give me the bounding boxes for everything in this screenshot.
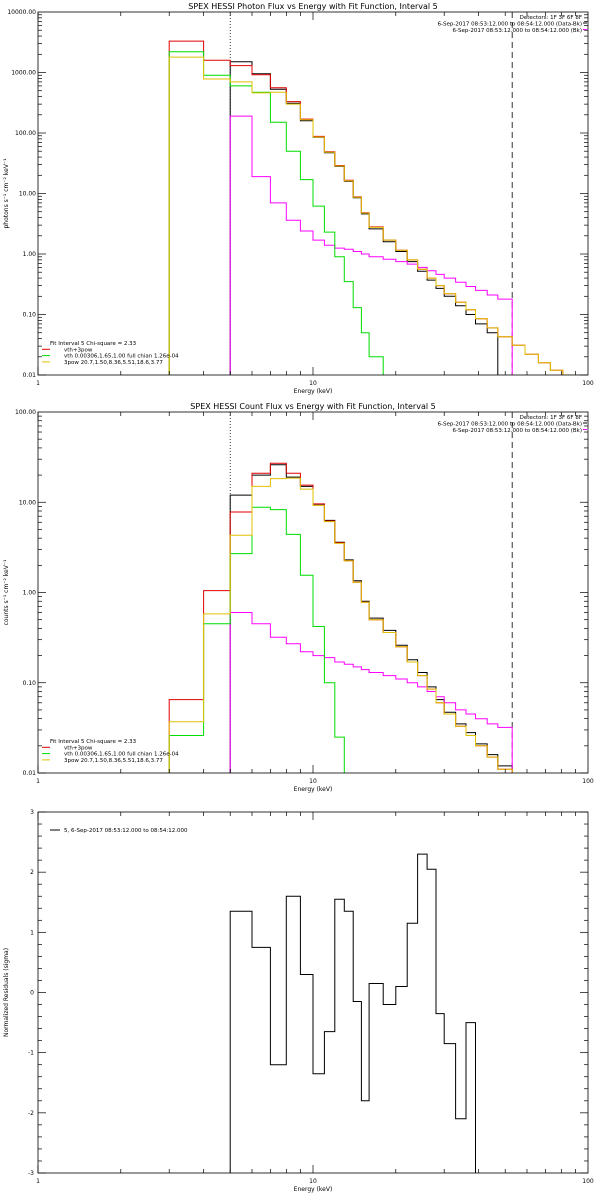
info-line: 6-Sep-2017 08:53:12.000 to 08:54:12.000 …: [438, 22, 582, 28]
y-tick-label: 1.00: [23, 251, 37, 258]
info-line: 6-Sep-2017 08:53:12.000 to 08:54:12.000 …: [453, 428, 583, 434]
y-tick-label: 0.10: [23, 680, 37, 687]
y-tick-label: 100.00: [15, 130, 36, 137]
y-tick-label: 1.00: [23, 590, 37, 597]
plot-area: [229, 853, 476, 1173]
series-total_fit: [168, 40, 564, 375]
y-tick-label: -3: [28, 1170, 34, 1177]
y-tick-label: 10.00: [19, 499, 36, 506]
y-tick-label: 3: [30, 809, 34, 816]
series-power_law: [168, 477, 513, 773]
info-line: 6-Sep-2017 08:53:12.000 to 08:54:12.000 …: [453, 28, 583, 34]
y-tick-label: 0.01: [23, 770, 37, 777]
x-tick-label: 100: [582, 380, 594, 387]
fit-legend-line: 3pow 20.7,1.50,8.36,5.51,18.6,3.77: [64, 360, 163, 366]
x-tick-label: 100: [582, 778, 594, 785]
y-tick-label: -2: [28, 1110, 34, 1117]
y-axis-label: photons s⁻¹ cm⁻² keV⁻¹: [3, 158, 10, 229]
y-tick-label: 0.01: [23, 372, 37, 379]
panel-1: SPEX HESSI Photon Flux vs Energy with Fi…: [3, 2, 594, 395]
y-tick-label: 100.00: [15, 409, 36, 416]
y-tick-label: 10000.00: [7, 9, 36, 16]
fit-legend-line: Fit Interval 5 Chi-square = 2.33: [50, 739, 137, 745]
x-tick-label: 100: [582, 1178, 594, 1185]
y-tick-label: 0: [30, 990, 34, 997]
fit-legend-line: Fit Interval 5 Chi-square = 2.33: [50, 341, 137, 347]
x-axis-label: Energy (keV): [294, 388, 333, 395]
x-tick-label: 1: [36, 380, 40, 387]
plot-area: [168, 12, 575, 375]
fit-legend-line: vth 0.00306,1.65,1.00 full chian 1.26e-0…: [64, 354, 179, 360]
x-axis-label: Energy (keV): [294, 786, 333, 793]
chart-title: SPEX HESSI Count Flux vs Energy with Fit…: [190, 402, 435, 411]
y-tick-label: 1: [30, 929, 34, 936]
y-axis-label: counts s⁻¹ cm⁻² keV⁻¹: [3, 559, 10, 625]
fit-legend-line: vth 0.00306,1.65,1.00 full chian 1.26e-0…: [64, 752, 179, 758]
x-tick-label: 10: [309, 380, 317, 387]
fit-legend-line: vth+3pow: [64, 347, 93, 353]
y-tick-label: 1000.00: [11, 70, 36, 77]
series-thermal: [168, 506, 345, 773]
panel-3: 1 10 100 Energy (keV) -3 -2 -1 0 1 2 3 Normalized R…: [3, 809, 594, 1193]
series-thermal: [168, 51, 384, 375]
x-axis-label: Energy (keV): [294, 1186, 333, 1193]
x-tick-label: 10: [309, 778, 317, 785]
x-tick-label: 1: [36, 778, 40, 785]
panel-2: SPEX HESSI Count Flux vs Energy with Fit…: [3, 402, 594, 793]
chart-title: SPEX HESSI Photon Flux vs Energy with Fi…: [188, 2, 438, 11]
y-tick-label: 10.00: [19, 191, 36, 198]
series-data: [229, 61, 499, 375]
y-axis-label: Normalized Residuals (sigma): [3, 948, 10, 1037]
fit-legend-line: 3pow 20.7,1.50,8.36,5.51,18.6,3.77: [64, 758, 163, 764]
y-tick-label: 0.10: [23, 312, 37, 319]
series-background: [229, 115, 513, 375]
info-line: Detectors: 1F 3F 6F 8F: [520, 15, 582, 21]
x-tick-label: 10: [309, 1178, 317, 1185]
series-total_fit: [168, 462, 513, 773]
plot-area: [168, 412, 513, 773]
x-tick-label: 1: [36, 1178, 40, 1185]
series-power_law: [168, 56, 575, 375]
series-data: [229, 853, 476, 1173]
info-line: 6-Sep-2017 08:53:12.000 to 08:54:12.000 …: [438, 422, 582, 428]
y-tick-label: 2: [30, 869, 34, 876]
residual-legend: 5, 6-Sep-2017 08:53:12.000 to 08:54:12.0…: [64, 828, 188, 834]
y-tick-label: -1: [28, 1050, 34, 1057]
info-line: Detectors: 1F 3F 6F 8F: [520, 415, 582, 421]
series-background: [229, 612, 513, 773]
fit-legend-line: vth+3pow: [64, 745, 93, 751]
